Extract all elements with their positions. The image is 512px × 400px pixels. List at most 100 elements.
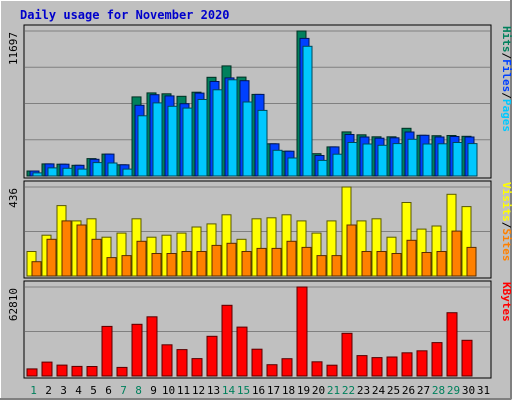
legend-separator: / (500, 222, 512, 229)
legend-text: Hits/Files/Pages (500, 26, 512, 132)
bar-pages-day-5 (92, 162, 103, 177)
bar-pages-day-16 (257, 109, 268, 177)
bar-pages-day-15 (242, 101, 253, 177)
bar-pages-day-9 (152, 102, 163, 177)
x-tick-label-day-3: 3 (60, 384, 67, 397)
bar-sites-day-26 (406, 239, 417, 277)
bar-kbytes-day-2 (41, 361, 53, 377)
bar-sites-day-25 (391, 253, 402, 277)
y-axis-max-label: 436 (7, 188, 20, 208)
x-tick-label-day-20: 20 (312, 384, 325, 397)
x-tick-label-day-15: 15 (237, 384, 250, 397)
x-tick-label-day-22: 22 (342, 384, 355, 397)
x-tick-label-day-2: 2 (45, 384, 52, 397)
bar-pages-day-1 (32, 172, 43, 177)
x-tick-label-day-8: 8 (135, 384, 142, 397)
bar-kbytes-day-25 (386, 356, 398, 377)
x-tick-label-day-17: 17 (267, 384, 280, 397)
x-tick-label-day-6: 6 (105, 384, 112, 397)
bar-pages-day-24 (377, 144, 388, 177)
bar-sites-day-6 (106, 257, 117, 277)
bar-sites-day-20 (316, 255, 327, 277)
bar-kbytes-day-16 (251, 348, 263, 377)
x-tick-label-day-7: 7 (120, 384, 127, 397)
bar-kbytes-day-14 (221, 304, 233, 377)
bar-sites-day-28 (436, 251, 447, 277)
bar-pages-day-3 (62, 167, 73, 177)
panel-visitors: 436 Visits/Sites (7, 180, 512, 279)
x-tick-label-day-31: 31 (477, 384, 490, 397)
series-kbytes (26, 286, 473, 377)
legend-item-hits: Hits (500, 26, 512, 53)
bar-pages-day-28 (437, 143, 448, 177)
bar-kbytes-day-22 (341, 332, 353, 377)
bar-pages-day-23 (362, 143, 373, 177)
bar-sites-day-27 (421, 252, 432, 277)
bar-sites-day-1 (31, 261, 42, 277)
bar-pages-day-6 (107, 162, 118, 177)
x-tick-label-day-11: 11 (177, 384, 190, 397)
bar-pages-day-10 (167, 105, 178, 177)
bar-sites-day-3 (61, 220, 72, 277)
bar-kbytes-day-10 (161, 344, 173, 377)
x-tick-label-day-24: 24 (372, 384, 386, 397)
bar-sites-day-18 (286, 240, 297, 277)
x-tick-label-day-16: 16 (252, 384, 265, 397)
bar-pages-day-29 (452, 142, 463, 177)
bar-sites-day-2 (46, 238, 57, 277)
bar-pages-day-21 (332, 153, 343, 177)
bar-sites-day-19 (301, 246, 312, 277)
bar-kbytes-day-23 (356, 355, 368, 377)
bar-sites-day-24 (376, 251, 387, 277)
bar-sites-day-30 (466, 246, 477, 277)
x-tick-label-day-12: 12 (192, 384, 205, 397)
bar-sites-day-12 (196, 251, 207, 277)
x-tick-label-day-23: 23 (357, 384, 370, 397)
bar-pages-day-14 (227, 79, 238, 177)
bar-pages-day-26 (407, 138, 418, 177)
bar-kbytes-day-4 (71, 365, 83, 377)
x-tick-label-day-1: 1 (30, 384, 37, 397)
panel-volume: 62810 KBytes (7, 280, 512, 379)
bar-kbytes-day-27 (416, 350, 428, 377)
bar-kbytes-day-26 (401, 352, 413, 377)
bar-sites-day-11 (181, 251, 192, 277)
bar-pages-day-18 (287, 157, 298, 177)
bar-sites-day-10 (166, 253, 177, 277)
bar-pages-day-22 (347, 142, 358, 177)
legend-volume: KBytes (500, 282, 512, 322)
bar-kbytes-day-3 (56, 364, 68, 377)
x-tick-label-day-19: 19 (297, 384, 310, 397)
bar-kbytes-day-6 (101, 325, 113, 377)
legend-separator: / (500, 53, 512, 60)
bar-kbytes-day-12 (191, 358, 203, 377)
bar-kbytes-day-18 (281, 358, 293, 377)
bar-pages-day-4 (77, 168, 88, 177)
legend-visitors: Visits/Sites (500, 182, 512, 262)
bar-sites-day-17 (271, 247, 282, 277)
chart-title: Daily usage for November 2020 (20, 8, 230, 22)
legend-text: Visits/Sites (500, 182, 512, 262)
bar-kbytes-day-7 (116, 366, 128, 377)
x-tick-label-day-30: 30 (462, 384, 475, 397)
bar-pages-day-17 (272, 149, 283, 177)
bar-sites-day-21 (331, 255, 342, 277)
bar-pages-day-25 (392, 143, 403, 177)
x-tick-label-day-4: 4 (75, 384, 82, 397)
bar-kbytes-day-15 (236, 326, 248, 377)
bar-sites-day-23 (361, 251, 372, 277)
bar-pages-day-13 (212, 89, 223, 177)
bar-pages-day-27 (422, 143, 433, 177)
bar-kbytes-day-30 (461, 339, 473, 377)
bar-kbytes-day-20 (311, 361, 323, 377)
x-tick-label-day-28: 28 (432, 384, 445, 397)
legend-requests: Hits/Files/Pages (500, 26, 512, 132)
y-axis-max-label: 62810 (7, 288, 20, 321)
series-sites (31, 220, 477, 277)
bar-pages-day-12 (197, 99, 208, 177)
x-axis: 1 2 3 4 5 6 7 8 9 10 11 12 13 14 15 16 17 18 19 20 21 22 23 24 2… (30, 384, 490, 397)
bar-sites-day-9 (151, 253, 162, 277)
x-tick-label-day-29: 29 (447, 384, 460, 397)
